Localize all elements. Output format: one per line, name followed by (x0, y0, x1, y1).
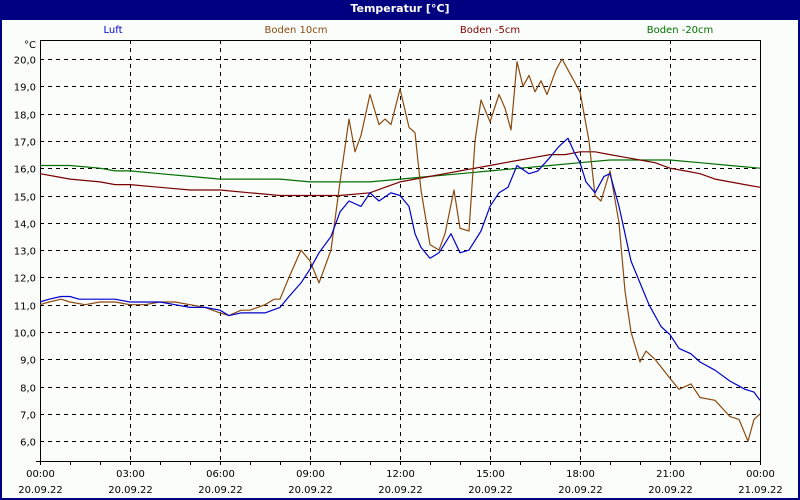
x-tick-time: 09:00 (296, 469, 325, 480)
series-boden-minus5cm (39, 151, 761, 197)
legend: Luft Boden 10cm Boden -5cm Boden -20cm (0, 20, 800, 40)
x-tick-time: 00:00 (746, 469, 775, 480)
y-tick-label: 10,0 (14, 329, 36, 340)
x-tick-date: 20.09.22 (18, 485, 63, 496)
x-tick-date: 20.09.22 (198, 485, 243, 496)
legend-luft: Luft (103, 25, 123, 36)
y-tick-label: 18,0 (14, 111, 36, 122)
x-tick-time: 21:00 (656, 469, 685, 480)
x-tick-time: 03:00 (116, 469, 145, 480)
x-tick-date: 21.09.22 (738, 485, 783, 496)
x-tick-time: 18:00 (566, 469, 595, 480)
x-tick-time: 15:00 (476, 469, 505, 480)
x-tick-date: 20.09.22 (468, 485, 513, 496)
y-tick-label: 13,0 (14, 247, 36, 258)
legend-boden-minus5cm: Boden -5cm (459, 25, 521, 36)
y-axis-unit: °C (24, 40, 36, 51)
chart-title: Temperatur [°C] (0, 0, 800, 20)
legend-boden-minus20cm: Boden -20cm (646, 25, 714, 36)
x-tick-time: 00:00 (26, 469, 55, 480)
x-tick-date: 20.09.22 (288, 485, 333, 496)
x-tick-date: 20.09.22 (378, 485, 423, 496)
y-tick-label: 12,0 (14, 274, 36, 285)
y-tick-label: 6,0 (20, 438, 36, 449)
x-tick-date: 20.09.22 (648, 485, 693, 496)
x-tick-time: 06:00 (206, 469, 235, 480)
y-tick-label: 7,0 (20, 411, 36, 422)
y-tick-label: 15,0 (14, 193, 36, 204)
x-tick-date: 20.09.22 (108, 485, 153, 496)
y-tick-label: 8,0 (20, 384, 36, 395)
y-tick-label: 11,0 (14, 302, 36, 313)
legend-boden-10cm: Boden 10cm (264, 25, 328, 36)
y-tick-label: 9,0 (20, 356, 36, 367)
y-tick-label: 16,0 (14, 165, 36, 176)
y-tick-label: 19,0 (14, 83, 36, 94)
y-tick-label: 17,0 (14, 138, 36, 149)
series-luft (39, 137, 761, 401)
y-tick-label: 14,0 (14, 220, 36, 231)
series-boden-10cm (39, 58, 761, 442)
x-tick-date: 20.09.22 (558, 485, 603, 496)
x-tick-time: 12:00 (386, 469, 415, 480)
series-boden-minus20cm (40, 159, 761, 183)
y-tick-label: 20,0 (14, 56, 36, 67)
